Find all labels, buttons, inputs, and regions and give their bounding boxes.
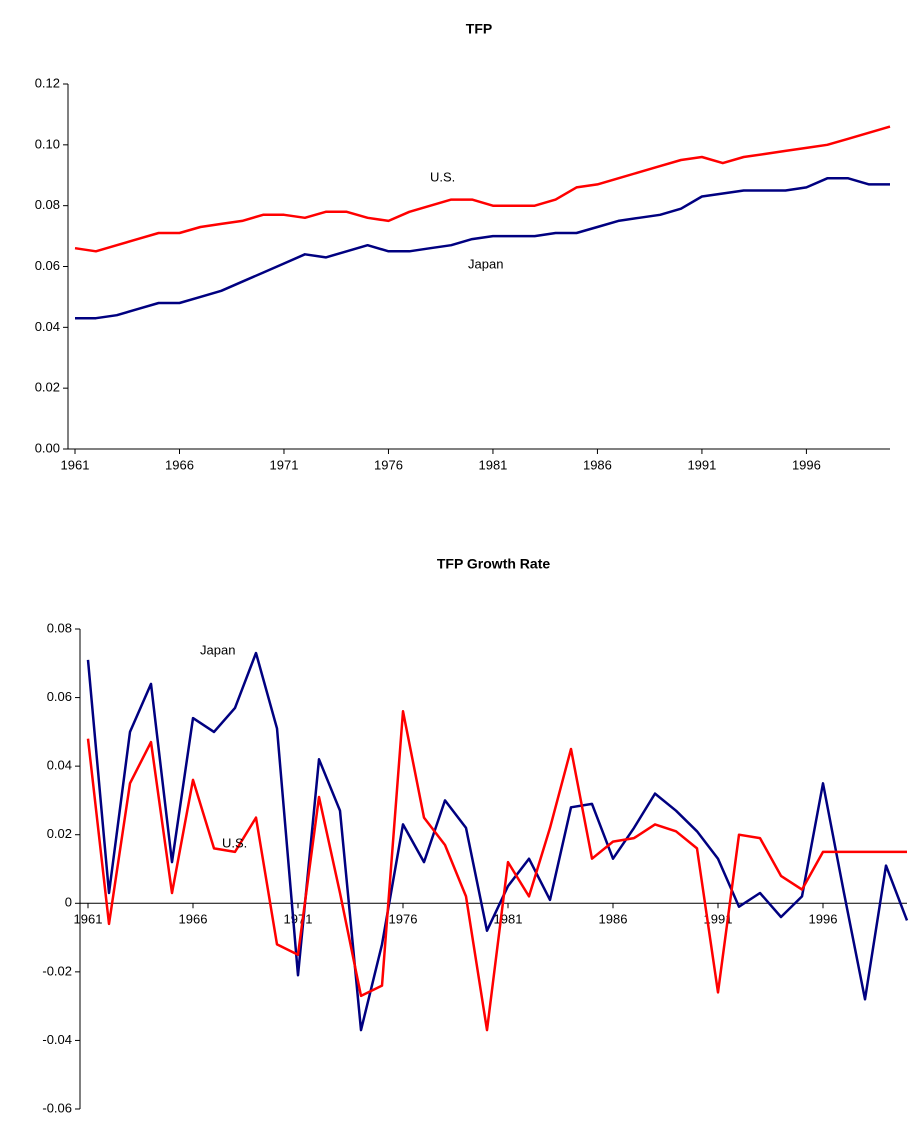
x-tick-label: 1961 bbox=[74, 912, 103, 927]
y-tick-label: 0.04 bbox=[35, 319, 60, 334]
line-series bbox=[86, 651, 909, 1032]
y-tick-label: 0.02 bbox=[47, 826, 72, 841]
x-tick-label: 1976 bbox=[389, 912, 418, 927]
x-tick-label: 1991 bbox=[687, 457, 716, 472]
x-tick-label: 1986 bbox=[599, 912, 628, 927]
series-label: Japan bbox=[468, 256, 503, 271]
x-tick-label: 1996 bbox=[792, 457, 821, 472]
x-tick-label: 1986 bbox=[583, 457, 612, 472]
y-tick-label: 0.06 bbox=[35, 258, 60, 273]
x-tick-label: 1971 bbox=[284, 912, 313, 927]
x-tick-label: 1966 bbox=[165, 457, 194, 472]
y-tick-label: 0 bbox=[65, 895, 72, 910]
line-series bbox=[75, 177, 890, 320]
y-tick-label: 0.04 bbox=[47, 758, 72, 773]
x-tick-label: 1976 bbox=[374, 457, 403, 472]
line-series bbox=[74, 125, 891, 253]
x-tick-label: 1996 bbox=[809, 912, 838, 927]
y-tick-label: 0.12 bbox=[35, 75, 60, 90]
x-tick-label: 1966 bbox=[179, 912, 208, 927]
line-series bbox=[86, 710, 907, 1032]
chart-title: TFP bbox=[466, 21, 492, 37]
series-label: U.S. bbox=[222, 835, 247, 850]
series-label: U.S. bbox=[430, 169, 455, 184]
y-tick-label: 0.08 bbox=[35, 197, 60, 212]
y-tick-label: 0.00 bbox=[35, 440, 60, 455]
y-tick-label: -0.04 bbox=[42, 1032, 72, 1047]
y-tick-label: 0.10 bbox=[35, 136, 60, 151]
y-tick-label: 0.06 bbox=[47, 689, 72, 704]
x-tick-label: 1961 bbox=[61, 457, 90, 472]
chart-title: TFP Growth Rate bbox=[437, 556, 551, 572]
x-tick-label: 1981 bbox=[478, 457, 507, 472]
series-label: Japan bbox=[200, 642, 235, 657]
y-tick-label: 0.02 bbox=[35, 380, 60, 395]
x-tick-label: 1991 bbox=[704, 912, 733, 927]
x-tick-label: 1981 bbox=[494, 912, 523, 927]
x-tick-label: 1971 bbox=[270, 457, 299, 472]
y-tick-label: -0.06 bbox=[42, 1100, 72, 1115]
y-tick-label: -0.02 bbox=[42, 963, 72, 978]
y-tick-label: 0.08 bbox=[47, 620, 72, 635]
